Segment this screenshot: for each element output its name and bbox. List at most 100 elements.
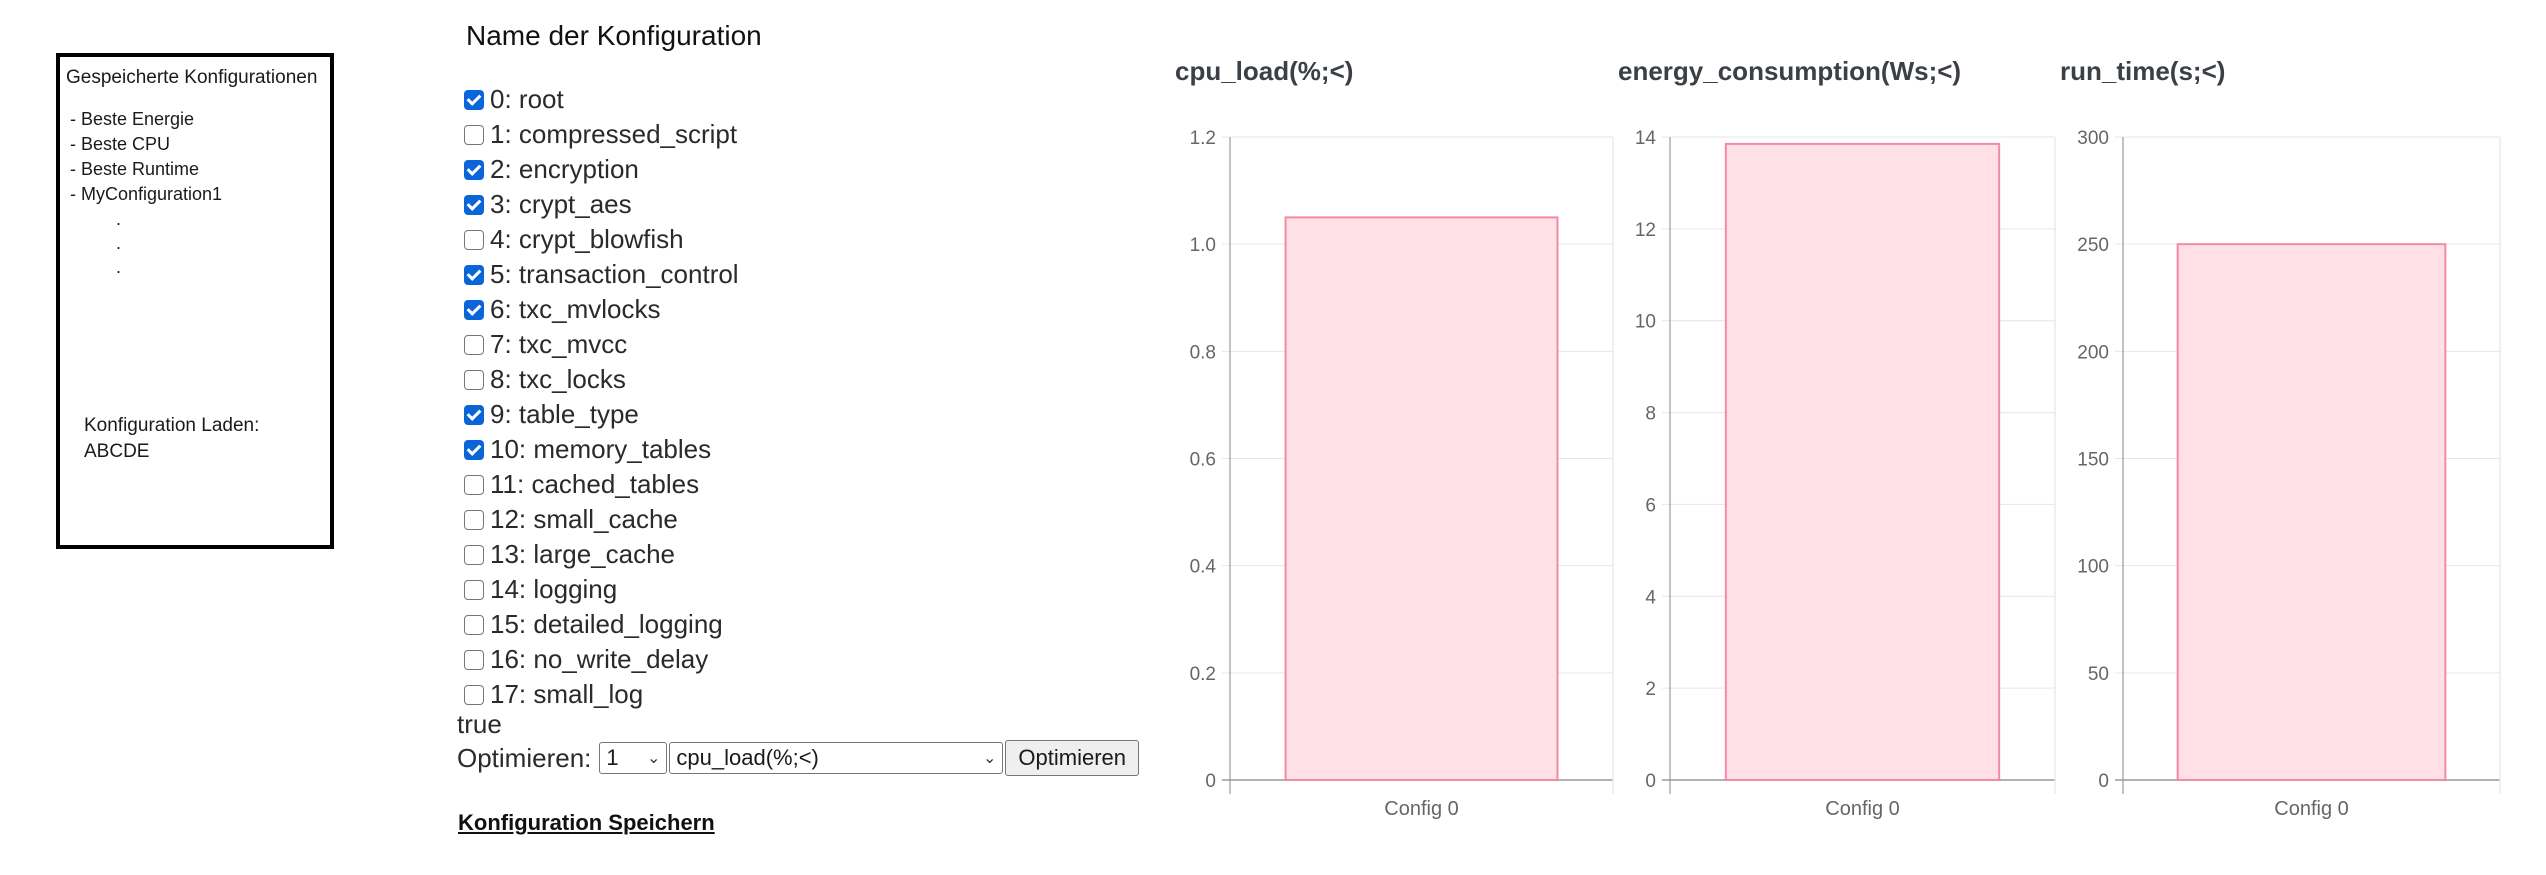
chart-title: energy_consumption(Ws;<)	[1618, 56, 1962, 86]
feature-label: 14: logging	[490, 574, 618, 604]
bar[interactable]	[2176, 243, 2447, 781]
feature-item: 14: logging	[462, 572, 739, 607]
feature-label: 6: txc_mvlocks	[490, 294, 661, 324]
y-tick-label: 0.6	[1190, 450, 1216, 471]
feature-checkbox[interactable]	[464, 509, 484, 530]
feature-checkbox[interactable]	[464, 404, 484, 425]
saved-configurations-list: - Beste Energie - Beste CPU - Beste Runt…	[70, 107, 222, 207]
load-configuration-label: Konfiguration Laden:	[84, 415, 260, 436]
optimize-metric-select[interactable]: cpu_load(%;<) ⌄	[669, 742, 1004, 774]
feature-item: 8: txc_locks	[462, 362, 739, 397]
status-text: true	[457, 709, 502, 739]
y-tick-label: 6	[1645, 495, 1656, 516]
optimize-metric-value: cpu_load(%;<)	[676, 745, 819, 770]
feature-item: 2: encryption	[462, 152, 739, 187]
feature-item: 6: txc_mvlocks	[462, 292, 739, 327]
y-tick-label: 250	[2077, 235, 2109, 256]
feature-checkbox[interactable]	[464, 684, 484, 705]
feature-item: 4: crypt_blowfish	[462, 222, 739, 257]
feature-checkbox[interactable]	[464, 264, 484, 285]
feature-label: 8: txc_locks	[490, 364, 626, 394]
feature-item: 13: large_cache	[462, 537, 739, 572]
y-tick-label: 1.0	[1190, 235, 1216, 256]
saved-configurations-title: Gespeicherte Konfigurationen	[66, 67, 318, 88]
feature-label: 5: transaction_control	[490, 259, 739, 289]
feature-item: 1: compressed_script	[462, 117, 739, 152]
saved-config-item[interactable]: - Beste Runtime	[70, 159, 200, 179]
dot: .	[116, 209, 122, 229]
x-tick-label: Config 0	[2274, 798, 2349, 820]
feature-label: 0: root	[490, 84, 564, 114]
feature-checkbox[interactable]	[464, 159, 484, 180]
saved-config-item[interactable]: - Beste CPU	[70, 134, 171, 154]
optimize-count-value: 1	[606, 745, 619, 770]
configuration-name-title: Name der Konfiguration	[466, 20, 762, 51]
x-tick-label: Config 0	[1384, 798, 1459, 820]
feature-item: 7: txc_mvcc	[462, 327, 739, 362]
bar[interactable]	[1724, 142, 2001, 781]
feature-checkbox[interactable]	[464, 299, 484, 320]
feature-label: 2: encryption	[490, 154, 639, 184]
feature-item: 5: transaction_control	[462, 257, 739, 292]
dot: .	[116, 233, 122, 253]
y-tick-label: 1.2	[1190, 128, 1216, 149]
feature-label: 7: txc_mvcc	[490, 329, 628, 359]
y-tick-label: 10	[1635, 312, 1656, 333]
chart-title: run_time(s;<)	[2060, 56, 2226, 86]
feature-checkbox[interactable]	[464, 544, 484, 565]
saved-config-item[interactable]: - MyConfiguration1	[70, 184, 223, 204]
feature-item: 0: root	[462, 82, 739, 117]
feature-checkbox[interactable]	[464, 369, 484, 390]
feature-label: 3: crypt_aes	[490, 189, 632, 219]
ellipsis-dots: . . .	[116, 207, 121, 279]
optimize-row: Optimieren: 1 ⌄ cpu_load(%;<) ⌄ Optimier…	[457, 740, 1139, 776]
feature-label: 11: cached_tables	[490, 469, 700, 499]
feature-list: 0: root 1: compressed_script 2: encryption…	[462, 82, 739, 712]
feature-checkbox[interactable]	[464, 124, 484, 145]
feature-label: 13: large_cache	[490, 539, 676, 569]
load-configuration-value[interactable]: ABCDE	[84, 441, 150, 462]
saved-config-item[interactable]: - Beste Energie	[70, 109, 195, 129]
feature-item: 11: cached_tables	[462, 467, 739, 502]
feature-checkbox[interactable]	[464, 194, 484, 215]
y-tick-label: 0.8	[1190, 342, 1216, 363]
feature-checkbox[interactable]	[464, 334, 484, 355]
feature-item: 16: no_write_delay	[462, 642, 739, 677]
feature-checkbox[interactable]	[464, 649, 484, 670]
feature-label: 1: compressed_script	[490, 119, 738, 149]
feature-checkbox[interactable]	[464, 614, 484, 635]
feature-checkbox[interactable]	[464, 89, 484, 110]
optimize-label: Optimieren:	[457, 742, 592, 773]
optimize-count-select[interactable]: 1 ⌄	[599, 742, 668, 774]
y-tick-label: 14	[1635, 128, 1657, 149]
feature-label: 12: small_cache	[490, 504, 678, 534]
y-tick-label: 0	[2098, 771, 2109, 792]
y-tick-label: 150	[2077, 450, 2109, 471]
feature-label: 17: small_log	[490, 679, 644, 709]
y-tick-label: 8	[1645, 404, 1656, 425]
feature-checkbox[interactable]	[464, 439, 484, 460]
y-tick-label: 100	[2077, 557, 2109, 578]
y-tick-label: 2	[1645, 679, 1656, 700]
feature-label: 15: detailed_logging	[490, 609, 723, 639]
y-tick-label: 0	[1645, 771, 1656, 792]
saved-configurations-panel: Gespeicherte Konfigurationen - Beste Ene…	[56, 53, 334, 549]
y-tick-label: 12	[1635, 220, 1656, 241]
feature-checkbox[interactable]	[464, 579, 484, 600]
save-configuration-link[interactable]: Konfiguration Speichern	[458, 810, 715, 835]
feature-item: 9: table_type	[462, 397, 739, 432]
y-tick-label: 0.2	[1190, 664, 1216, 685]
feature-checkbox[interactable]	[464, 474, 484, 495]
optimize-button[interactable]: Optimieren	[1005, 740, 1139, 776]
y-tick-label: 200	[2077, 342, 2109, 363]
bar[interactable]	[1284, 216, 1559, 781]
chevron-down-icon: ⌄	[646, 750, 661, 767]
y-tick-label: 0	[1205, 771, 1216, 792]
feature-item: 10: memory_tables	[462, 432, 739, 467]
feature-item: 3: crypt_aes	[462, 187, 739, 222]
feature-checkbox[interactable]	[464, 229, 484, 250]
y-tick-label: 0.4	[1190, 557, 1217, 578]
